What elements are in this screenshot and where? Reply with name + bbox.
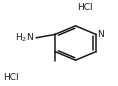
Text: H$_2$N: H$_2$N bbox=[15, 32, 34, 44]
Text: HCl: HCl bbox=[3, 73, 18, 82]
Text: N: N bbox=[97, 30, 104, 39]
Text: HCl: HCl bbox=[77, 3, 93, 12]
